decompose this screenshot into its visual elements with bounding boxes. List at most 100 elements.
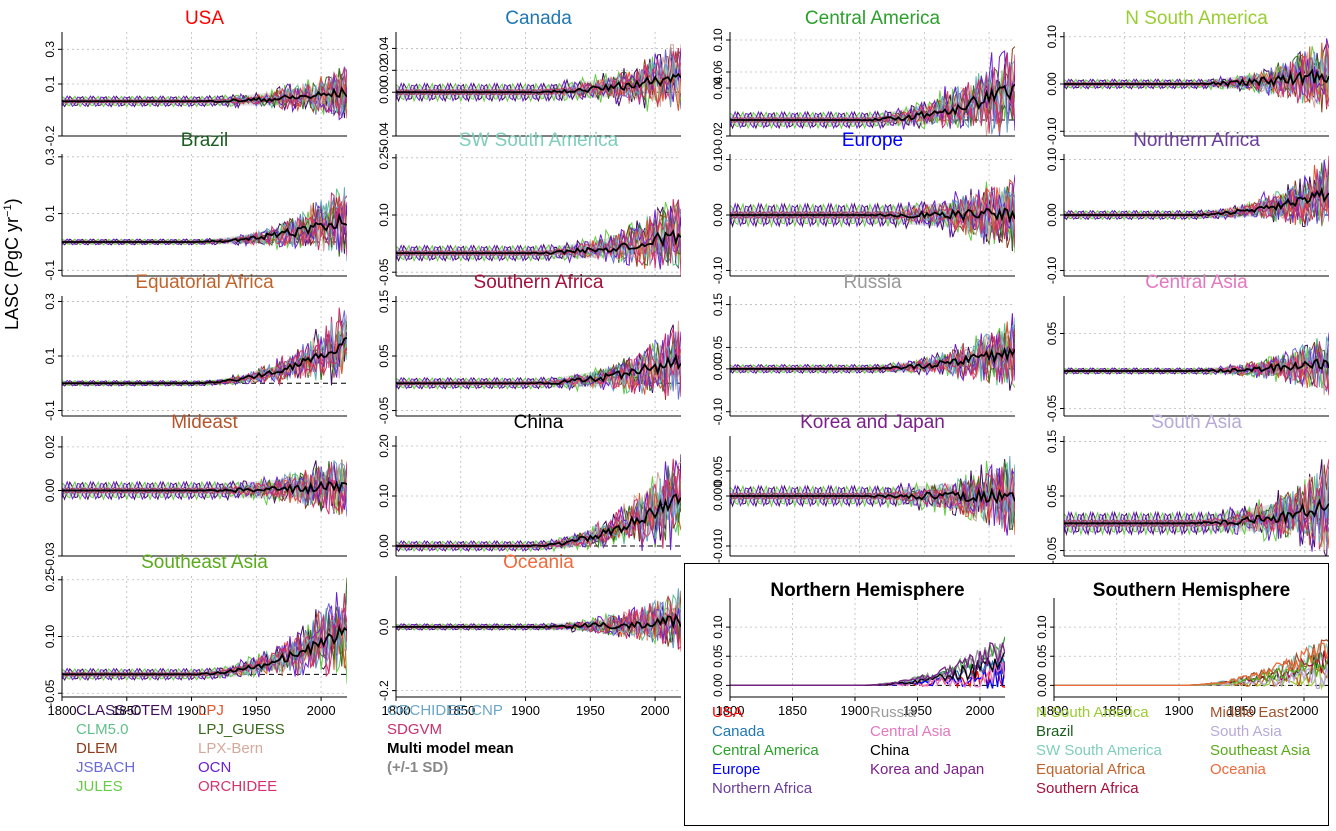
legend-item: JSBACH [76, 759, 136, 776]
x-tick-label: 1800 [382, 703, 411, 718]
x-tick-label: 2000 [1290, 703, 1319, 718]
y-tick-label: 0.00 [377, 80, 391, 104]
series-multi-model-mean [396, 229, 681, 255]
y-tick-label: -0.1 [43, 400, 57, 421]
series-oceania [1054, 642, 1329, 687]
legend-item: CLASS-CTEM [76, 702, 173, 719]
panel-southeast-asia: -0.05 0.10 0.25 1800 1850 1900 1950 2000 Southea… [43, 552, 347, 718]
hemisphere-panel-frame [684, 563, 1329, 826]
x-tick-label: 1950 [903, 703, 932, 718]
legend-item: SDGVM [387, 721, 443, 738]
x-tick-label: 2000 [307, 703, 336, 718]
series-multi-model-mean [1064, 186, 1329, 217]
y-tick-label: 0.00 [711, 673, 725, 697]
series-lpj_guess [62, 320, 347, 385]
legend-item: ORCHIDEE [198, 778, 278, 795]
series-multi-model-mean [62, 480, 347, 496]
y-tick-label: 0.10 [711, 615, 725, 639]
series-sdgvm [1064, 341, 1329, 390]
legend-item: OCN [198, 759, 232, 776]
x-tick-label: 1800 [48, 703, 77, 718]
legend-item-mmm: Multi model mean [387, 740, 514, 757]
y-tick-label: 0.00 [711, 357, 725, 381]
y-tick-label: 0.0 [377, 618, 391, 635]
x-tick-label: 2000 [641, 703, 670, 718]
panel-equatorial-africa: -0.1 0.1 0.3 Equatorial Africa [43, 272, 347, 421]
series-orchidee [62, 316, 347, 387]
panel-title: Russia [843, 272, 902, 293]
series-multi-model-mean [396, 72, 681, 94]
series-lpj_guess [730, 186, 1015, 250]
x-tick-label: 1850 [1102, 703, 1131, 718]
y-tick-label: -0.10 [1045, 117, 1059, 145]
y-tick-label: 0.10 [1045, 148, 1059, 172]
nh-legend-col1: USA Canada Central America Europe Northern A… [712, 703, 819, 798]
series-clm5.0 [62, 589, 347, 677]
series-ocn [62, 75, 347, 121]
y-tick-label: 0.10 [711, 28, 725, 52]
series-multi-model-mean [396, 493, 681, 548]
legend-item-sd: (+/-1 SD) [387, 759, 449, 776]
series-multi-model-mean [62, 86, 347, 104]
legend-item: Middle East [1210, 704, 1289, 721]
legend-item: LPJ [198, 702, 224, 719]
legend-item: Canada [712, 723, 765, 740]
legend-item: South Asia [1210, 723, 1282, 740]
series-ocn [396, 48, 681, 105]
y-tick-label: -0.10 [1045, 256, 1059, 284]
y-tick-label: 0.06 [711, 60, 725, 84]
legend-item: CLM5.0 [76, 721, 129, 738]
y-tick-label: 0.05 [711, 644, 725, 668]
sh-legend-col2: Middle East South Asia Southeast Asia Ocean… [1210, 703, 1310, 779]
y-tick-label: -0.010 [711, 529, 725, 563]
y-tick-label: -0.05 [43, 679, 57, 707]
panel-title: Canada [505, 8, 572, 29]
panel-title: N South America [1125, 8, 1268, 29]
y-tick-label: -0.10 [711, 256, 725, 284]
panel-northern-africa: -0.10 0.00 0.10 Northern Africa [1045, 130, 1329, 284]
legend-item: LPX-Bern [198, 740, 264, 757]
y-tick-label: 0.10 [377, 203, 391, 227]
series-ocn [396, 207, 681, 270]
y-tick-label: 0.15 [377, 289, 391, 313]
series-multi-model-mean [730, 207, 1015, 224]
series-orchidee-cnp [62, 318, 347, 385]
x-tick-label: 1900 [841, 703, 870, 718]
sh-legend-col1: N South America Brazil SW South America Equ… [1036, 703, 1162, 798]
legend-item: Russia [870, 704, 916, 721]
panel-central-asia: -0.05 0.05 Central Asia [1045, 272, 1329, 422]
y-tick-label: -0.05 [1045, 537, 1059, 565]
series-ocn [62, 461, 347, 510]
y-tick-label: 0.02 [43, 435, 57, 459]
y-tick-label: -0.05 [1045, 395, 1059, 423]
panel-russia: -0.10 0.000.05 0.15 Russia [711, 272, 1015, 425]
series-jsbach [62, 603, 347, 677]
y-tick-label: 0.00 [43, 479, 57, 503]
y-tick-label: 0.25 [43, 568, 57, 592]
y-tick-label: -0.1 [43, 260, 57, 281]
panel-title: Northern Africa [1133, 130, 1260, 151]
x-tick-label: 2000 [966, 703, 995, 718]
series-multi-model-mean [1064, 68, 1329, 88]
y-tick-label: -0.2 [43, 125, 57, 146]
model-legend-col1: CLASS-CTEM CLM5.0 DLEM JSBACH JULES [76, 701, 173, 796]
panel-title: Brazil [181, 130, 229, 151]
y-tick-label: 0.05 [1045, 484, 1059, 508]
y-tick-label: 0.3 [43, 41, 57, 58]
panel-title: Oceania [503, 552, 574, 573]
y-tick-label: 0.3 [43, 293, 57, 310]
panel-title: Southeast Asia [141, 552, 268, 573]
series-lpx-bern [62, 607, 347, 677]
y-tick-label: -0.03 [43, 542, 57, 570]
series-multi-model-mean [730, 83, 1015, 122]
series-multi-model-mean [730, 346, 1015, 371]
y-tick-label: 0.15 [1045, 429, 1059, 453]
x-tick-label: 1850 [446, 703, 475, 718]
y-tick-label: 0.00 [1035, 673, 1049, 697]
panel-n-south-america: -0.10 0.00 0.10 N South America [1045, 8, 1329, 145]
panel-title: Central America [805, 8, 941, 29]
legend-item: Southeast Asia [1210, 742, 1311, 759]
panel-title: SW South America [459, 130, 619, 151]
y-tick-label: 0.05 [377, 344, 391, 368]
x-tick-label: 1800 [1040, 703, 1069, 718]
